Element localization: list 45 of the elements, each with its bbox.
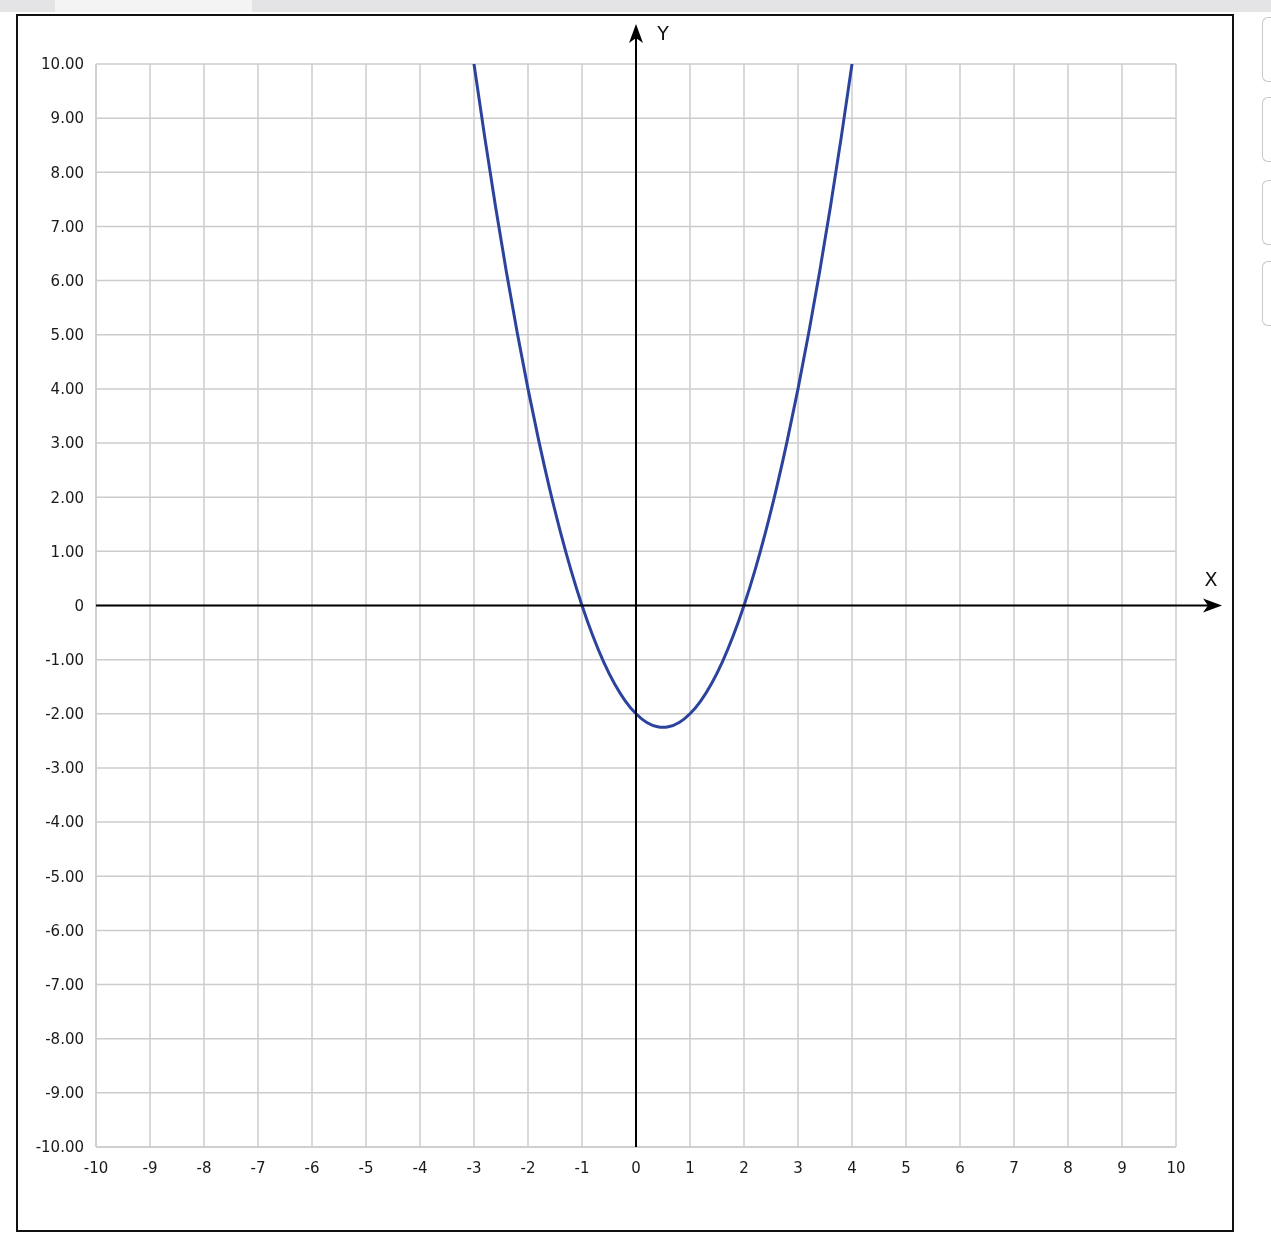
x-tick-label: -8: [196, 1158, 212, 1177]
x-tick-label: 7: [1009, 1158, 1019, 1177]
y-tick-label: 6.00: [50, 271, 84, 290]
x-tick-label: -10: [83, 1158, 109, 1177]
x-tick-label: 9: [1117, 1158, 1127, 1177]
x-tick-label: -1: [574, 1158, 590, 1177]
y-tick-label: 3.00: [50, 434, 84, 453]
y-tick-label: 4.00: [50, 380, 84, 399]
y-tick-label: 7.00: [50, 217, 84, 236]
y-tick-label: 10.00: [41, 55, 84, 74]
x-tick-label: 1: [685, 1158, 695, 1177]
y-tick-label: 0: [74, 596, 84, 615]
x-tick-label: 2: [739, 1158, 749, 1177]
x-tick-label: -4: [412, 1158, 428, 1177]
y-tick-label: -4.00: [45, 813, 84, 832]
x-tick-label: 3: [793, 1158, 803, 1177]
x-tick-label: -2: [520, 1158, 536, 1177]
y-tick-label: 1.00: [50, 542, 84, 561]
line-series: [472, 64, 854, 729]
y-axis-title: Y: [656, 22, 670, 44]
y-tick-label: 8.00: [50, 163, 84, 182]
y-tick-label: -6.00: [45, 921, 84, 940]
x-tick-label: -7: [250, 1158, 266, 1177]
x-tick-label: 0: [631, 1158, 641, 1177]
y-tick-label: -10.00: [35, 1138, 84, 1157]
x-tick-label: -3: [466, 1158, 482, 1177]
x-tick-label: -6: [304, 1158, 320, 1177]
x-tick-label: 6: [955, 1158, 965, 1177]
y-tick-label: -5.00: [45, 867, 84, 886]
x-tick-label: 4: [847, 1158, 857, 1177]
x-tick-label: 5: [901, 1158, 911, 1177]
y-tick-label: 2.00: [50, 488, 84, 507]
y-tick-label: -8.00: [45, 1030, 84, 1049]
y-tick-label: -2.00: [45, 705, 84, 724]
y-tick-label: 9.00: [50, 109, 84, 128]
x-tick-label: -5: [358, 1158, 374, 1177]
x-tick-label: 8: [1063, 1158, 1073, 1177]
y-tick-label: -1.00: [45, 650, 84, 669]
y-tick-label: -7.00: [45, 975, 84, 994]
x-tick-label: -9: [142, 1158, 158, 1177]
y-tick-label: -9.00: [45, 1084, 84, 1103]
y-tick-label: -3.00: [45, 759, 84, 778]
y-tick-label: 5.00: [50, 326, 84, 345]
x-axis-title: X: [1204, 567, 1218, 590]
x-tick-label: 10: [1166, 1158, 1186, 1177]
